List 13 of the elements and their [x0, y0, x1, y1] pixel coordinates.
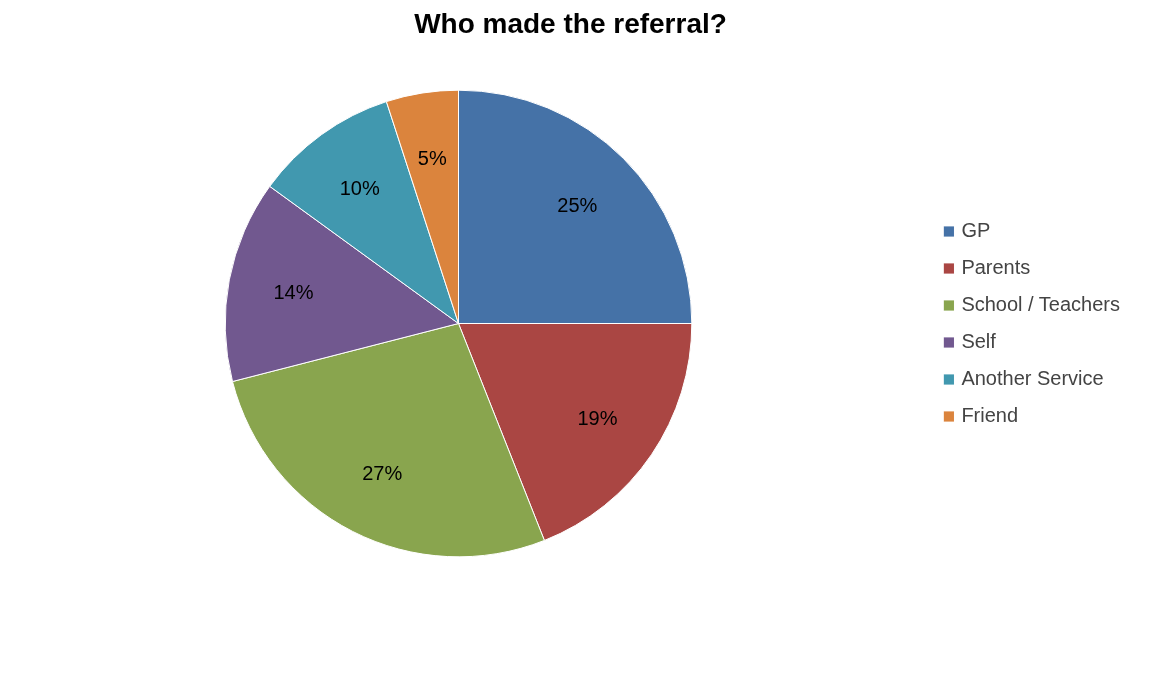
legend-label: School / Teachers — [961, 293, 1120, 316]
legend-label: Another Service — [961, 367, 1104, 390]
legend-label: Parents — [961, 256, 1031, 279]
data-label: 19% — [577, 406, 618, 429]
chart-title: Who made the referral? — [414, 7, 727, 39]
data-label: 27% — [362, 462, 403, 485]
legend-label: Self — [961, 330, 996, 353]
data-label: 5% — [417, 146, 447, 169]
legend-label: GP — [961, 219, 991, 242]
legend-label: Friend — [961, 404, 1019, 427]
data-label: 10% — [339, 176, 380, 199]
data-label: 25% — [557, 193, 598, 216]
data-label: 14% — [273, 281, 314, 304]
